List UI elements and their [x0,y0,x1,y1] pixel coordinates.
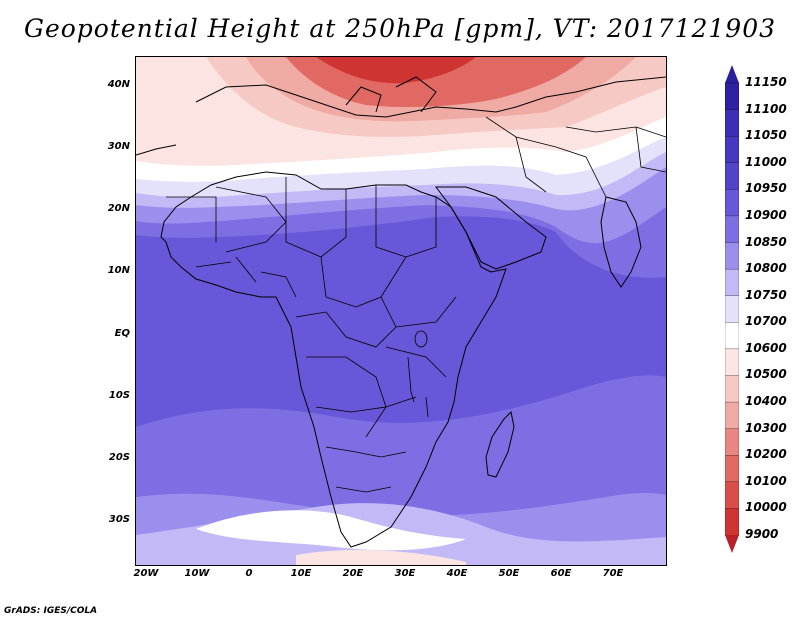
lon-label: 10W [184,568,210,579]
colorbar-label: 11150 [745,75,787,89]
country-borders [166,116,666,493]
colorbar-label: 10700 [745,314,787,329]
colorbar-swatch [724,401,740,430]
lon-label: 20W [133,568,159,579]
colorbar-swatch [724,189,740,217]
lat-label: EQ [114,328,130,339]
lat-label: 40N [107,79,130,90]
lon-label: 0 [245,568,253,579]
lon-label: 30E [394,568,416,579]
colorbar-swatch [724,322,740,350]
lat-label: 10S [108,390,130,401]
lat-label: 20S [108,452,130,463]
colorbar-swatches [724,65,740,553]
colorbar-label: 10500 [745,367,787,382]
colorbar-label: 10900 [745,207,787,222]
colorbar-swatch [724,82,740,111]
colorbar-label: 10300 [745,420,787,435]
colorbar-swatch [724,375,740,403]
colorbar-label: 11050 [745,128,787,143]
colorbar-label: 10000 [745,500,787,515]
colorbar-swatch [724,508,740,536]
lon-label: 50E [498,568,520,579]
colorbar-label: 10200 [745,447,787,462]
colorbar-swatch [724,215,740,244]
colorbar-swatch [724,268,740,297]
map-plot-area[interactable] [135,56,667,566]
colorbar-swatch [724,295,740,323]
lat-label: 30S [108,514,130,525]
geopotential-height-field [136,57,666,565]
colorbar-swatch [724,109,740,137]
colorbar-label: 10600 [745,340,787,355]
lat-label: 20N [107,203,130,214]
colorbar-tip-bottom [725,535,739,553]
lon-label: 60E [550,568,572,579]
colorbar-swatch [724,455,740,483]
colorbar [724,65,740,559]
colorbar-swatch [724,162,740,191]
field-band-south-white [196,510,466,551]
colorbar-label: 10950 [745,181,787,196]
colorbar-swatch [724,136,740,164]
colorbar-label: 10100 [745,473,787,488]
colorbar-label: 11000 [745,154,787,169]
colorbar-swatch [724,242,740,270]
field-band-south-pale-red [296,549,466,565]
colorbar-swatch [724,348,740,377]
lon-label: 10E [290,568,312,579]
colorbar-label: 10800 [745,261,787,276]
lat-label: 10N [107,265,130,276]
colorbar-label: 9900 [745,527,779,541]
grads-credit: GrADS: IGES/COLA [4,606,98,616]
lon-label: 40E [446,568,468,579]
lakes [407,330,429,418]
colorbar-tip-top [725,65,739,83]
field-band-north-dark-red [316,57,476,84]
lat-label: 30N [107,141,130,152]
map-title: Geopotential Height at 250hPa [gpm], VT:… [23,14,777,43]
colorbar-label: 10850 [745,234,787,249]
lon-label: 20E [342,568,364,579]
colorbar-swatch [724,428,740,456]
lon-label: 70E [602,568,624,579]
colorbar-label: 10400 [745,394,787,409]
colorbar-label: 11100 [745,101,787,116]
coastlines [136,76,666,548]
colorbar-label: 10750 [745,287,787,302]
colorbar-swatch [724,481,740,510]
